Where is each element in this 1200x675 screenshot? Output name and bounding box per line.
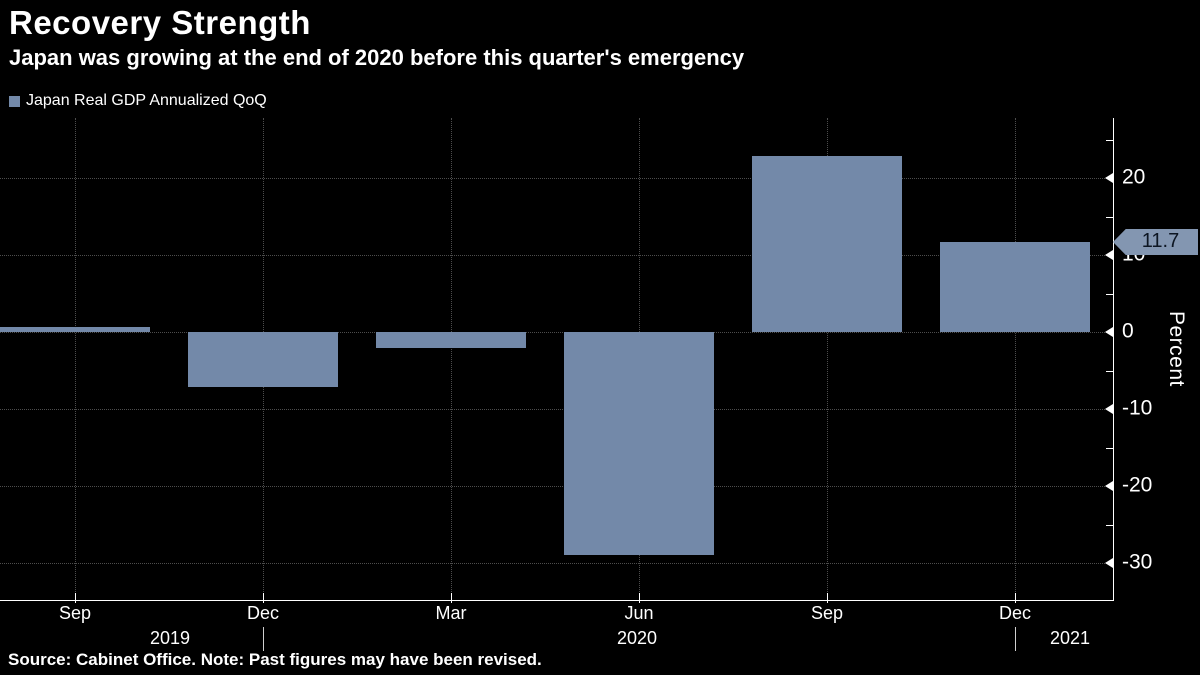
h-gridline [0, 409, 1113, 411]
x-axis-tick [75, 593, 76, 603]
legend: Japan Real GDP Annualized QoQ [9, 92, 267, 110]
h-gridline [0, 486, 1113, 488]
y-axis-tick-label: 20 [1122, 165, 1146, 189]
x-axis-tick [1015, 593, 1016, 603]
chart-title: Recovery Strength [9, 4, 311, 41]
y-axis-tick-label: -20 [1122, 473, 1153, 497]
v-gridline [451, 118, 452, 600]
h-gridline [0, 332, 1113, 334]
x-axis-tick [263, 593, 264, 603]
legend-swatch-icon [9, 95, 20, 107]
year-label-2021: 2021 [1049, 628, 1091, 648]
y-axis-tick-label: -10 [1122, 396, 1153, 420]
x-axis-tick [827, 593, 828, 603]
y-axis-major-tick [1105, 327, 1113, 338]
y-axis-title: Percent [1165, 311, 1188, 387]
h-gridline [0, 563, 1113, 565]
year-label-2020: 2020 [616, 628, 658, 648]
x-axis-tick-label: Dec [998, 603, 1032, 623]
last-value-tag: 11.7 [1113, 228, 1198, 255]
v-gridline [827, 118, 828, 600]
bar-dec-2020 [940, 241, 1090, 333]
year-divider [1015, 627, 1016, 651]
v-gridline [75, 118, 76, 600]
x-axis-tick-label: Mar [435, 603, 467, 623]
h-gridline [0, 255, 1113, 257]
bar-dec-2019 [188, 332, 338, 387]
y-axis-line [1113, 118, 1114, 601]
last-value-label: 11.7 [1141, 230, 1180, 253]
year-label-2019: 2019 [149, 628, 191, 648]
y-axis-major-tick [1105, 250, 1113, 261]
chart-subtitle: Japan was growing at the end of 2020 bef… [9, 45, 745, 70]
h-gridline [0, 178, 1113, 180]
x-axis-tick-label: Sep [810, 603, 844, 623]
x-axis-tick [451, 593, 452, 603]
x-axis-tick [639, 593, 640, 603]
y-axis-major-tick [1105, 481, 1113, 492]
bar-sep-2020 [752, 155, 902, 333]
y-axis-major-tick [1105, 173, 1113, 184]
legend-label: Japan Real GDP Annualized QoQ [26, 92, 267, 109]
x-axis-tick-label: Jun [624, 603, 654, 623]
y-axis-tick-label: -30 [1122, 550, 1153, 574]
source-note: Source: Cabinet Office. Note: Past figur… [8, 650, 542, 669]
y-axis-minor-tick [1106, 139, 1113, 141]
y-axis-minor-tick [1106, 524, 1113, 526]
bar-sep-2019 [0, 327, 150, 333]
year-divider [263, 627, 264, 651]
y-axis-minor-tick [1106, 447, 1113, 449]
y-axis-major-tick [1105, 404, 1113, 415]
y-axis-tick-label: 0 [1122, 319, 1134, 343]
y-axis-major-tick [1105, 558, 1113, 569]
x-axis-tick-label: Sep [58, 603, 92, 623]
bar-jun-2020 [564, 332, 714, 556]
x-axis-tick-label: Dec [246, 603, 280, 623]
x-axis-line [0, 600, 1114, 601]
y-axis-minor-tick [1106, 370, 1113, 372]
y-axis-minor-tick [1106, 293, 1113, 295]
v-gridline [1015, 118, 1016, 600]
y-axis-minor-tick [1106, 216, 1113, 218]
bar-mar-2020 [376, 332, 526, 349]
